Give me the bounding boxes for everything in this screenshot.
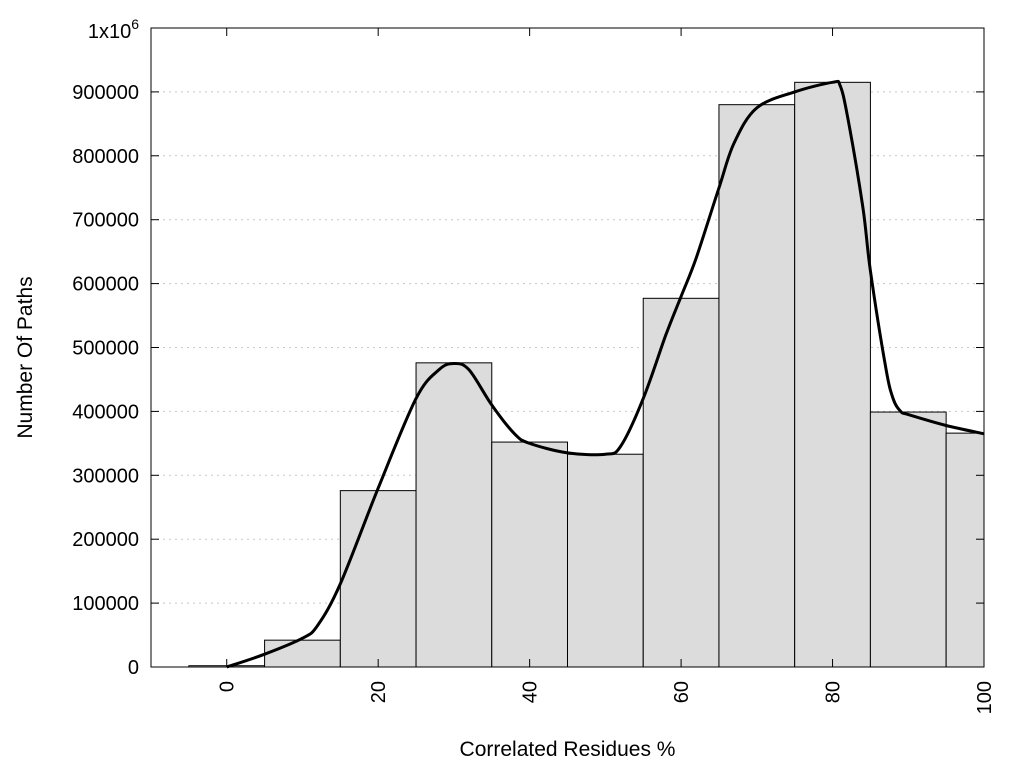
histogram-bar: [642, 297, 720, 668]
histogram-bar: [491, 441, 569, 668]
y-tick-label: 400000: [72, 401, 139, 423]
x-tick-label: 100: [974, 681, 996, 714]
x-tick-label: 40: [520, 681, 542, 703]
histogram-bar: [794, 81, 871, 668]
bars: [188, 81, 985, 668]
y-tick-labels: 0 100000 200000 300000 400000 500000 600000 700…: [72, 82, 139, 679]
x-axis-title: Correlated Residues %: [460, 738, 676, 761]
tick-marks: [151, 28, 985, 668]
x-tick-label: 60: [671, 681, 693, 703]
histogram-bar: [869, 411, 947, 668]
histogram-bar: [567, 453, 644, 668]
histogram-bar: [415, 362, 493, 668]
histogram-bar: [264, 639, 341, 668]
y-tick-label: 600000: [72, 274, 139, 296]
y-tick-label: 100000: [72, 593, 139, 615]
y-tick-label: 500000: [72, 338, 139, 360]
x-tick-label: 0: [217, 681, 239, 692]
y-top-exponent: 6: [131, 16, 139, 32]
y-tick-label: 900000: [72, 82, 139, 104]
curve-layer: [226, 79, 985, 669]
histogram-bar: [339, 490, 417, 668]
y-tick-label: 200000: [72, 529, 139, 551]
histogram-bar: [718, 104, 796, 668]
grid-lines: [151, 91, 984, 604]
y-top-base: 1x10: [88, 21, 131, 43]
y-axis-title: Number Of Paths: [14, 276, 37, 438]
y-tick-label: 700000: [72, 210, 139, 232]
y-tick-label: 300000: [72, 465, 139, 487]
x-tick-label: 80: [823, 681, 845, 703]
histogram-bar: [945, 432, 985, 668]
y-tick-label: 800000: [72, 146, 139, 168]
smoothed-curve: [226, 79, 985, 669]
x-tick-label: 20: [368, 681, 390, 703]
y-tick-label: 0: [128, 657, 139, 679]
x-tick-labels: 0 20 40 60 80 100: [217, 681, 996, 714]
y-tick-label-top: 1x106: [88, 16, 139, 43]
